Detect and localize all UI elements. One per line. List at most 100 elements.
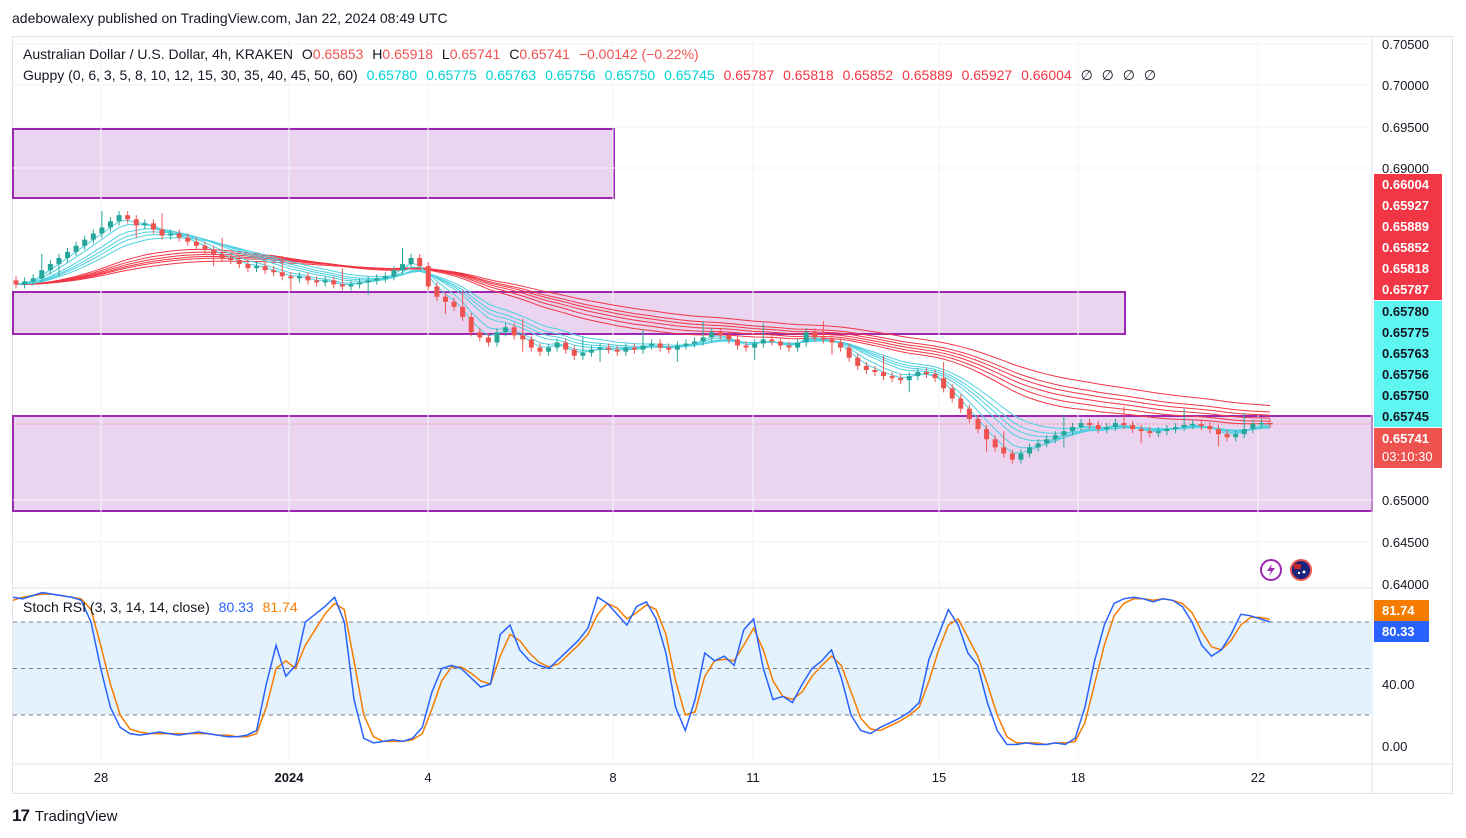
guppy-empty-2: ∅ <box>1101 67 1114 83</box>
badge-text: 0.65787 <box>1382 282 1429 297</box>
candle <box>975 414 981 434</box>
publisher-text: adebowalexy published on TradingView.com… <box>12 10 448 26</box>
candle <box>743 341 749 352</box>
candle-body <box>442 296 448 302</box>
badge-bg <box>1374 174 1442 195</box>
ohlc-close: C0.65741 <box>509 46 570 62</box>
low-value: 0.65741 <box>449 46 501 62</box>
badge-text: 0.65763 <box>1382 346 1429 361</box>
candle-body <box>477 332 483 338</box>
candle <box>846 343 852 362</box>
candle-body <box>485 337 491 343</box>
candle <box>468 312 474 337</box>
candle <box>228 253 234 265</box>
price-tick-label: 0.70500 <box>1382 37 1429 52</box>
candle-body <box>305 276 311 281</box>
badge-text: 0.65852 <box>1382 240 1429 255</box>
candle-body <box>692 341 698 344</box>
badge-bg <box>1374 216 1442 237</box>
candle-body <box>528 339 534 348</box>
badge-bg <box>1374 343 1442 364</box>
candle <box>528 335 534 352</box>
candle-body <box>992 439 998 448</box>
candle <box>889 372 895 383</box>
candle-body <box>90 233 96 240</box>
stoch-k-line <box>12 591 1271 746</box>
candle <box>65 247 71 263</box>
close-value: 0.65741 <box>519 46 570 62</box>
candle <box>13 276 19 289</box>
candle-body <box>374 278 380 281</box>
candle <box>563 338 569 354</box>
candle <box>588 345 594 357</box>
aud-flag-icon[interactable] <box>1290 559 1312 581</box>
change-value: −0.00142 (−0.22%) <box>578 46 699 62</box>
candle <box>863 361 869 375</box>
guppy-long-line <box>15 260 1271 406</box>
candle <box>262 262 268 275</box>
badge-text: 0.65745 <box>1382 409 1429 424</box>
candle-body <box>503 327 509 333</box>
candle-body <box>1233 434 1239 438</box>
candle <box>30 274 36 286</box>
candle-body <box>975 418 981 430</box>
lightning-icon[interactable] <box>1260 559 1282 581</box>
candle <box>279 255 285 281</box>
candle <box>1173 422 1179 434</box>
time-tick-label: 11 <box>746 770 760 785</box>
zone-rect <box>12 128 615 199</box>
guppy-long-3: 0.65852 <box>842 67 894 83</box>
candle <box>365 276 371 295</box>
candle-body <box>1121 422 1127 425</box>
candle-body <box>777 341 783 346</box>
price-tick-label: 0.64000 <box>1382 577 1429 592</box>
candle-body <box>219 253 225 258</box>
badge-text: 0.65927 <box>1382 198 1429 213</box>
candle <box>1155 427 1161 438</box>
candle <box>1224 430 1230 442</box>
tradingview-brand: TradingView <box>34 807 118 825</box>
candle <box>906 372 912 393</box>
supply-demand-zones <box>12 128 1373 512</box>
candle <box>382 272 388 283</box>
candle-body <box>631 347 637 350</box>
candle <box>932 370 938 383</box>
candle-body <box>580 352 586 356</box>
candle <box>116 211 122 226</box>
candle-body <box>966 408 972 419</box>
candle-body <box>640 345 646 350</box>
candle-body <box>400 264 406 271</box>
candle <box>717 328 723 340</box>
candle <box>1112 418 1118 432</box>
candle <box>623 343 629 356</box>
candle <box>1078 418 1084 432</box>
last-price-badge: 0.65741 03:10:30 <box>1374 428 1442 468</box>
candle-body <box>65 251 71 258</box>
candle-body <box>949 388 955 399</box>
candle-body <box>786 345 792 348</box>
candle-body <box>752 343 758 348</box>
candle <box>606 343 612 354</box>
candle <box>597 343 603 362</box>
candle <box>125 211 131 224</box>
candle-body <box>743 345 749 348</box>
candle <box>168 229 174 240</box>
candle-body <box>116 215 122 222</box>
candle-body <box>82 239 88 246</box>
candle <box>726 331 732 344</box>
candle <box>1087 418 1093 430</box>
candle <box>253 262 259 273</box>
candle <box>760 323 766 348</box>
candle-body <box>726 335 732 340</box>
tradingview-footer[interactable]: 17 TradingView <box>12 806 117 826</box>
candle-body <box>193 241 199 246</box>
guppy-empty-4: ∅ <box>1143 67 1157 83</box>
candle-body <box>923 372 929 375</box>
candle-body <box>571 349 577 356</box>
candle-body <box>863 365 869 370</box>
candle-body <box>820 337 826 340</box>
open-label: O <box>301 46 313 62</box>
candle <box>408 253 414 269</box>
time-axis[interactable]: 28 2024 4 8 11 15 18 22 <box>13 763 1452 785</box>
